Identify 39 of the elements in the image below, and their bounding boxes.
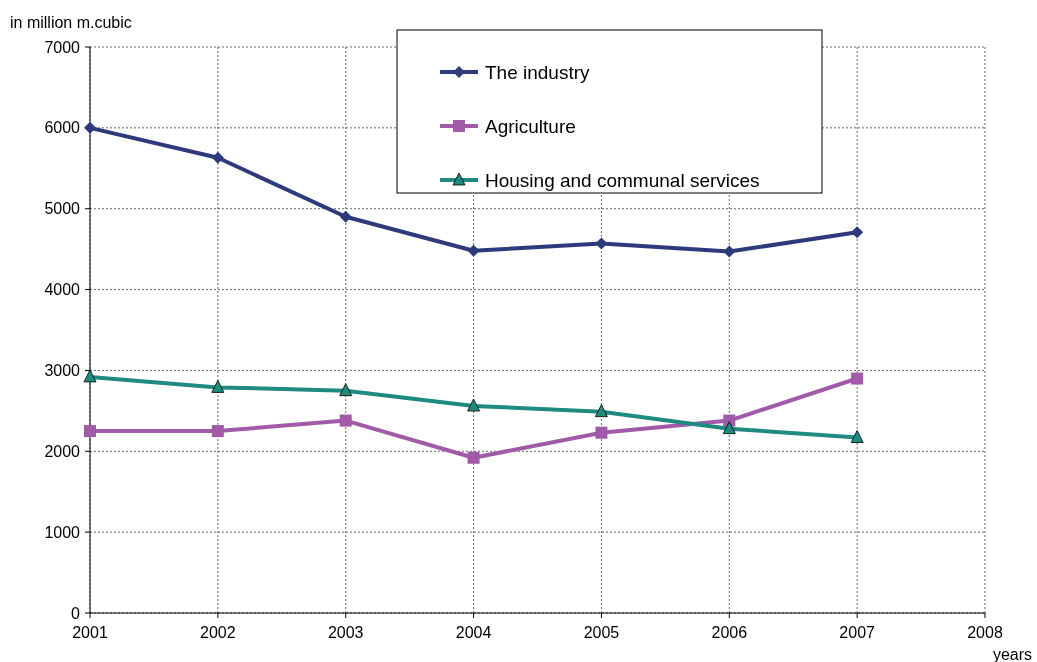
x-tick-label: 2004 [455, 624, 492, 641]
y-tick-label: 5000 [44, 200, 81, 218]
point [84, 425, 96, 438]
point [467, 451, 480, 464]
point [595, 426, 608, 439]
point [851, 372, 864, 385]
y-tick-label: 3000 [44, 362, 81, 380]
legend-label: The industry [485, 61, 591, 83]
x-tick-label: 2005 [583, 624, 620, 641]
point [339, 210, 352, 223]
point [850, 430, 864, 443]
y-tick-label: 4000 [44, 281, 81, 299]
y-axis-title: in million m.cubic [10, 14, 132, 31]
point [723, 245, 736, 258]
x-tick-label: 2008 [967, 624, 1003, 641]
y-tick-label: 7000 [44, 38, 81, 56]
point [84, 121, 96, 134]
point [211, 380, 225, 393]
point [467, 244, 480, 257]
y-tick-label: 6000 [44, 119, 81, 137]
y-tick-label: 2000 [44, 442, 81, 460]
point [339, 414, 352, 427]
legend-label: Agriculture [485, 115, 576, 137]
x-tick-label: 2006 [711, 624, 748, 641]
y-tick-label: 1000 [44, 523, 81, 541]
point [851, 226, 864, 239]
point [722, 421, 736, 435]
point [467, 398, 480, 412]
x-tick-label: 2002 [200, 624, 236, 641]
point [83, 369, 97, 383]
legend-label: Housing and communal services [485, 169, 760, 191]
y-tick-label: 0 [71, 604, 81, 622]
point [211, 425, 224, 438]
x-tick-label: 2001 [72, 624, 108, 641]
point [211, 151, 224, 164]
x-tick-label: 2003 [327, 624, 364, 641]
point [595, 404, 608, 418]
point [339, 383, 353, 397]
x-tick-label: 2007 [839, 624, 876, 641]
